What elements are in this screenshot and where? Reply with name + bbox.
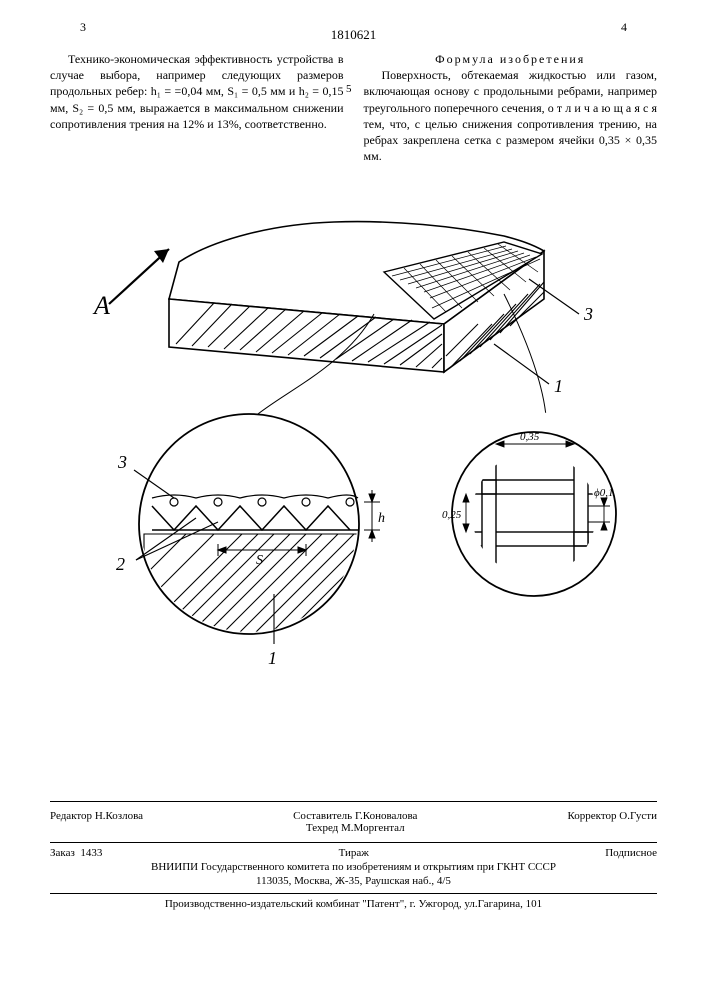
page-left-number: 3 xyxy=(80,20,86,35)
compiler: Составитель Г.Коновалова xyxy=(293,810,417,822)
footer: Редактор Н.Козлова Составитель Г.Коновал… xyxy=(50,801,657,910)
dim-h: h xyxy=(378,511,385,526)
org-line1: ВНИИПИ Государственного комитета по изоб… xyxy=(50,861,657,873)
claims-heading: Формула изобретения xyxy=(364,51,658,67)
arrow-a: А xyxy=(92,249,169,320)
patent-figure: А xyxy=(74,184,634,684)
label-a: А xyxy=(92,291,110,320)
detail-cross-section: S h 3 2 1 xyxy=(116,414,385,668)
tirazh: Тираж xyxy=(339,847,369,859)
isometric-slab xyxy=(169,222,544,372)
patent-number: 1810621 xyxy=(50,27,657,43)
right-column: Формула изобретения Поверхность, обтекае… xyxy=(364,51,658,164)
claims-paragraph: Поверхность, обтекаемая жидкостью или га… xyxy=(364,67,658,164)
svg-text:1: 1 xyxy=(554,376,563,396)
margin-line-5: 5 xyxy=(346,82,352,97)
page-right-number: 4 xyxy=(621,20,627,35)
dim-035: 0,35 xyxy=(520,431,540,443)
callout-1-detail: 1 xyxy=(268,648,277,668)
dim-025: 0,25 xyxy=(442,509,462,521)
editor: Редактор Н.Козлова xyxy=(50,810,143,834)
left-column: Технико-экономическая эффективность устр… xyxy=(50,51,344,164)
printer-line: Производственно-издательский комбинат "П… xyxy=(50,893,657,910)
callout-2-detail: 2 xyxy=(116,554,125,574)
svg-text:3: 3 xyxy=(583,304,593,324)
techred: Техред М.Моргентал xyxy=(306,822,405,834)
detail-mesh-topview: 0,35 0,25 ϕ0,1 xyxy=(442,431,616,596)
podpisnoe: Подписное xyxy=(605,847,657,859)
dim-s: S xyxy=(256,553,263,568)
org-line2: 113035, Москва, Ж-35, Раушская наб., 4/5 xyxy=(50,875,657,887)
figure-svg: А xyxy=(74,184,634,684)
callout-1-upper: 1 xyxy=(494,344,563,396)
dim-phi01: ϕ0,1 xyxy=(594,487,613,499)
order: Заказ 1433 xyxy=(50,847,102,859)
corrector: Корректор О.Густи xyxy=(567,810,657,834)
left-paragraph: Технико-экономическая эффективность устр… xyxy=(50,51,344,132)
callout-3-detail: 3 xyxy=(117,452,127,472)
